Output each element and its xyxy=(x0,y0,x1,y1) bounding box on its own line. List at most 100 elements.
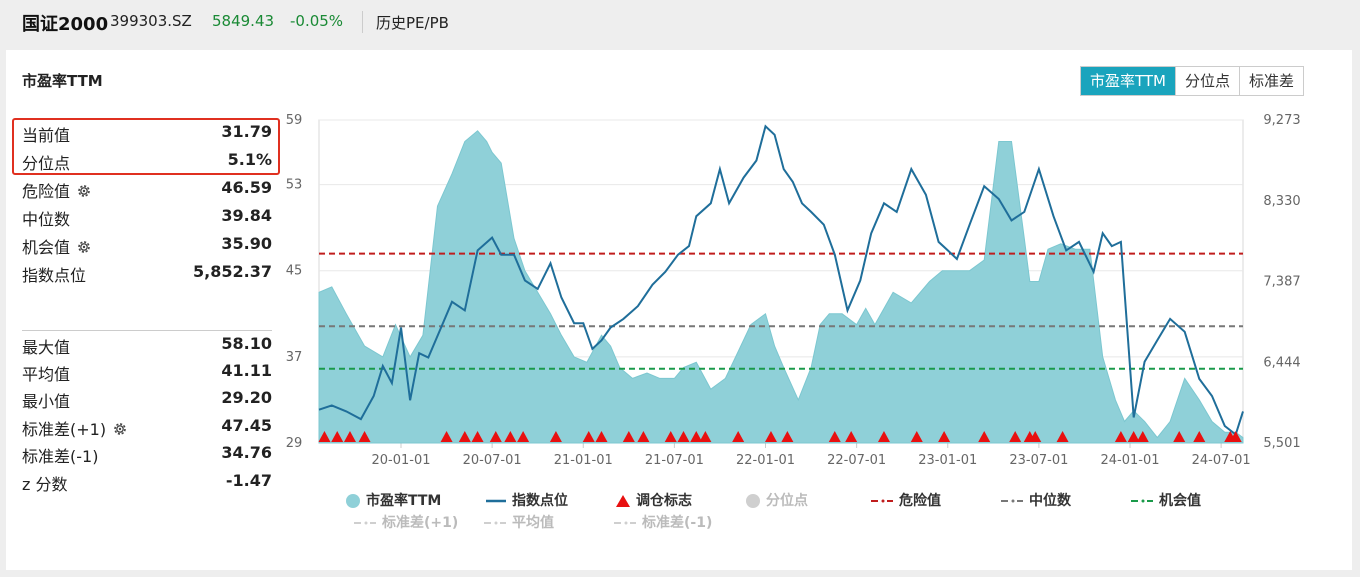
rebalance-marker xyxy=(318,431,331,442)
legend-item[interactable]: 分位点 xyxy=(746,492,808,510)
circle-icon xyxy=(346,494,360,508)
right-tick-label: 7,387 xyxy=(1263,275,1300,290)
rebalance-marker xyxy=(1193,431,1206,442)
stat-std-minus: 标准差(-1) 34.76 xyxy=(22,443,272,469)
stat-label: 标准差(+1) xyxy=(22,420,107,439)
rebalance-marker xyxy=(504,431,517,442)
stat-percentile: 分位点 5.1% xyxy=(22,150,272,176)
left-tick-label: 59 xyxy=(286,113,303,128)
index-price: 5849.43 xyxy=(212,12,275,30)
rebalance-marker xyxy=(845,431,858,442)
legend-label: 中位数 xyxy=(1029,493,1071,509)
rebalance-marker xyxy=(331,431,344,442)
index-change: -0.05% xyxy=(290,12,344,30)
rebalance-marker xyxy=(549,431,562,442)
stat-median: 中位数 39.84 xyxy=(22,206,272,232)
x-tick-label: 21-07-01 xyxy=(645,453,704,468)
circle-icon xyxy=(746,494,760,508)
rebalance-marker xyxy=(622,431,635,442)
left-tick-label: 53 xyxy=(286,178,303,193)
stat-label: 标准差(-1) xyxy=(22,447,99,466)
x-tick-label: 21-01-01 xyxy=(554,453,613,468)
rebalance-marker xyxy=(1173,431,1186,442)
rebalance-marker xyxy=(1009,431,1022,442)
legend-item[interactable]: 危险值 xyxy=(871,492,941,510)
dashed-line-icon xyxy=(1001,499,1023,503)
legend-label: 分位点 xyxy=(766,493,808,509)
right-tick-label: 9,273 xyxy=(1263,113,1300,128)
rebalance-marker xyxy=(677,431,690,442)
gear-icon[interactable] xyxy=(76,239,92,255)
rebalance-marker xyxy=(637,431,650,442)
rebalance-marker xyxy=(458,431,471,442)
stat-z-score: z 分数 -1.47 xyxy=(22,471,272,497)
gear-icon[interactable] xyxy=(76,183,92,199)
tab-percentile[interactable]: 分位点 xyxy=(1175,67,1240,95)
index-name: 国证2000 xyxy=(22,14,109,35)
legend-label: 平均值 xyxy=(512,515,554,531)
x-tick-label: 24-01-01 xyxy=(1100,453,1159,468)
rebalance-marker xyxy=(690,431,703,442)
triangle-icon xyxy=(616,495,630,507)
rebalance-marker xyxy=(1029,431,1042,442)
rebalance-marker xyxy=(781,431,794,442)
legend-item[interactable]: 平均值 xyxy=(484,514,554,532)
rebalance-marker xyxy=(1114,431,1127,442)
pe-chart: 59 53 45 37 29 9,273 8,330 7,387 6,444 5,501 20-01… xyxy=(286,113,1301,468)
stat-min: 最小值 29.20 xyxy=(22,388,272,414)
stat-label: 最小值 xyxy=(22,392,71,411)
stat-value: 58.10 xyxy=(221,334,272,353)
legend-label: 调仓标志 xyxy=(636,493,692,509)
gear-icon[interactable] xyxy=(112,421,128,437)
dashed-line-icon xyxy=(871,499,893,503)
tab-pe-ttm[interactable]: 市盈率TTM xyxy=(1081,67,1176,95)
stat-value: 34.76 xyxy=(221,443,272,462)
x-tick-label: 22-01-01 xyxy=(736,453,795,468)
legend-item[interactable]: 机会值 xyxy=(1131,492,1201,510)
rebalance-marker xyxy=(595,431,608,442)
stat-opportunity-value: 机会值 35.90 xyxy=(22,234,272,260)
stat-danger-value: 危险值 46.59 xyxy=(22,178,272,204)
legend-label: 危险值 xyxy=(899,493,941,509)
legend-item[interactable]: 调仓标志 xyxy=(616,492,692,510)
index-level-line xyxy=(318,124,1244,437)
stat-current-value: 当前值 31.79 xyxy=(22,122,272,148)
header-divider xyxy=(362,11,363,33)
stat-label: 当前值 xyxy=(22,126,71,145)
dashed-line-icon xyxy=(1131,499,1153,503)
stat-value: 39.84 xyxy=(221,206,272,225)
pe-ttm-area xyxy=(318,130,1244,444)
legend-label: 标准差(-1) xyxy=(642,515,713,531)
legend-item[interactable]: 市盈率TTM xyxy=(346,492,441,510)
dashed-line-icon xyxy=(484,521,506,525)
x-tick-label: 20-07-01 xyxy=(463,453,522,468)
legend-item[interactable]: 中位数 xyxy=(1001,492,1071,510)
x-tick-label: 20-01-01 xyxy=(372,453,431,468)
stat-value: -1.47 xyxy=(225,471,272,490)
rebalance-marker xyxy=(489,431,502,442)
stat-value: 41.11 xyxy=(221,361,272,380)
legend-item[interactable]: 指数点位 xyxy=(486,492,568,510)
stat-value: 5.1% xyxy=(227,150,272,169)
x-tick-label: 23-07-01 xyxy=(1009,453,1068,468)
legend-item[interactable]: 标准差(-1) xyxy=(614,514,712,532)
x-tick-label: 24-07-01 xyxy=(1192,453,1251,468)
rebalance-marker xyxy=(440,431,453,442)
chart-legend: 市盈率TTM 指数点位 调仓标志 分位点 危险值 中位数 机会值标准差(+1) 平均值 标准差(… xyxy=(346,492,1246,542)
rebalance-marker xyxy=(517,431,530,442)
rebalance-marker xyxy=(910,431,923,442)
highlight-box xyxy=(12,118,280,175)
rebalance-marker xyxy=(938,431,951,442)
rebalance-marker xyxy=(358,431,371,442)
history-pe-pb-link[interactable]: 历史PE/PB xyxy=(376,14,449,32)
stat-label: 中位数 xyxy=(22,210,71,229)
legend-item[interactable]: 标准差(+1) xyxy=(354,514,458,532)
x-tick-label: 23-01-01 xyxy=(918,453,977,468)
rebalance-marker xyxy=(1127,431,1140,442)
right-tick-label: 8,330 xyxy=(1263,194,1300,209)
legend-label: 指数点位 xyxy=(512,493,568,509)
rebalance-marker xyxy=(764,431,777,442)
stat-value: 46.59 xyxy=(221,178,272,197)
tab-std-dev[interactable]: 标准差 xyxy=(1239,67,1304,95)
rebalance-marker xyxy=(664,431,677,442)
